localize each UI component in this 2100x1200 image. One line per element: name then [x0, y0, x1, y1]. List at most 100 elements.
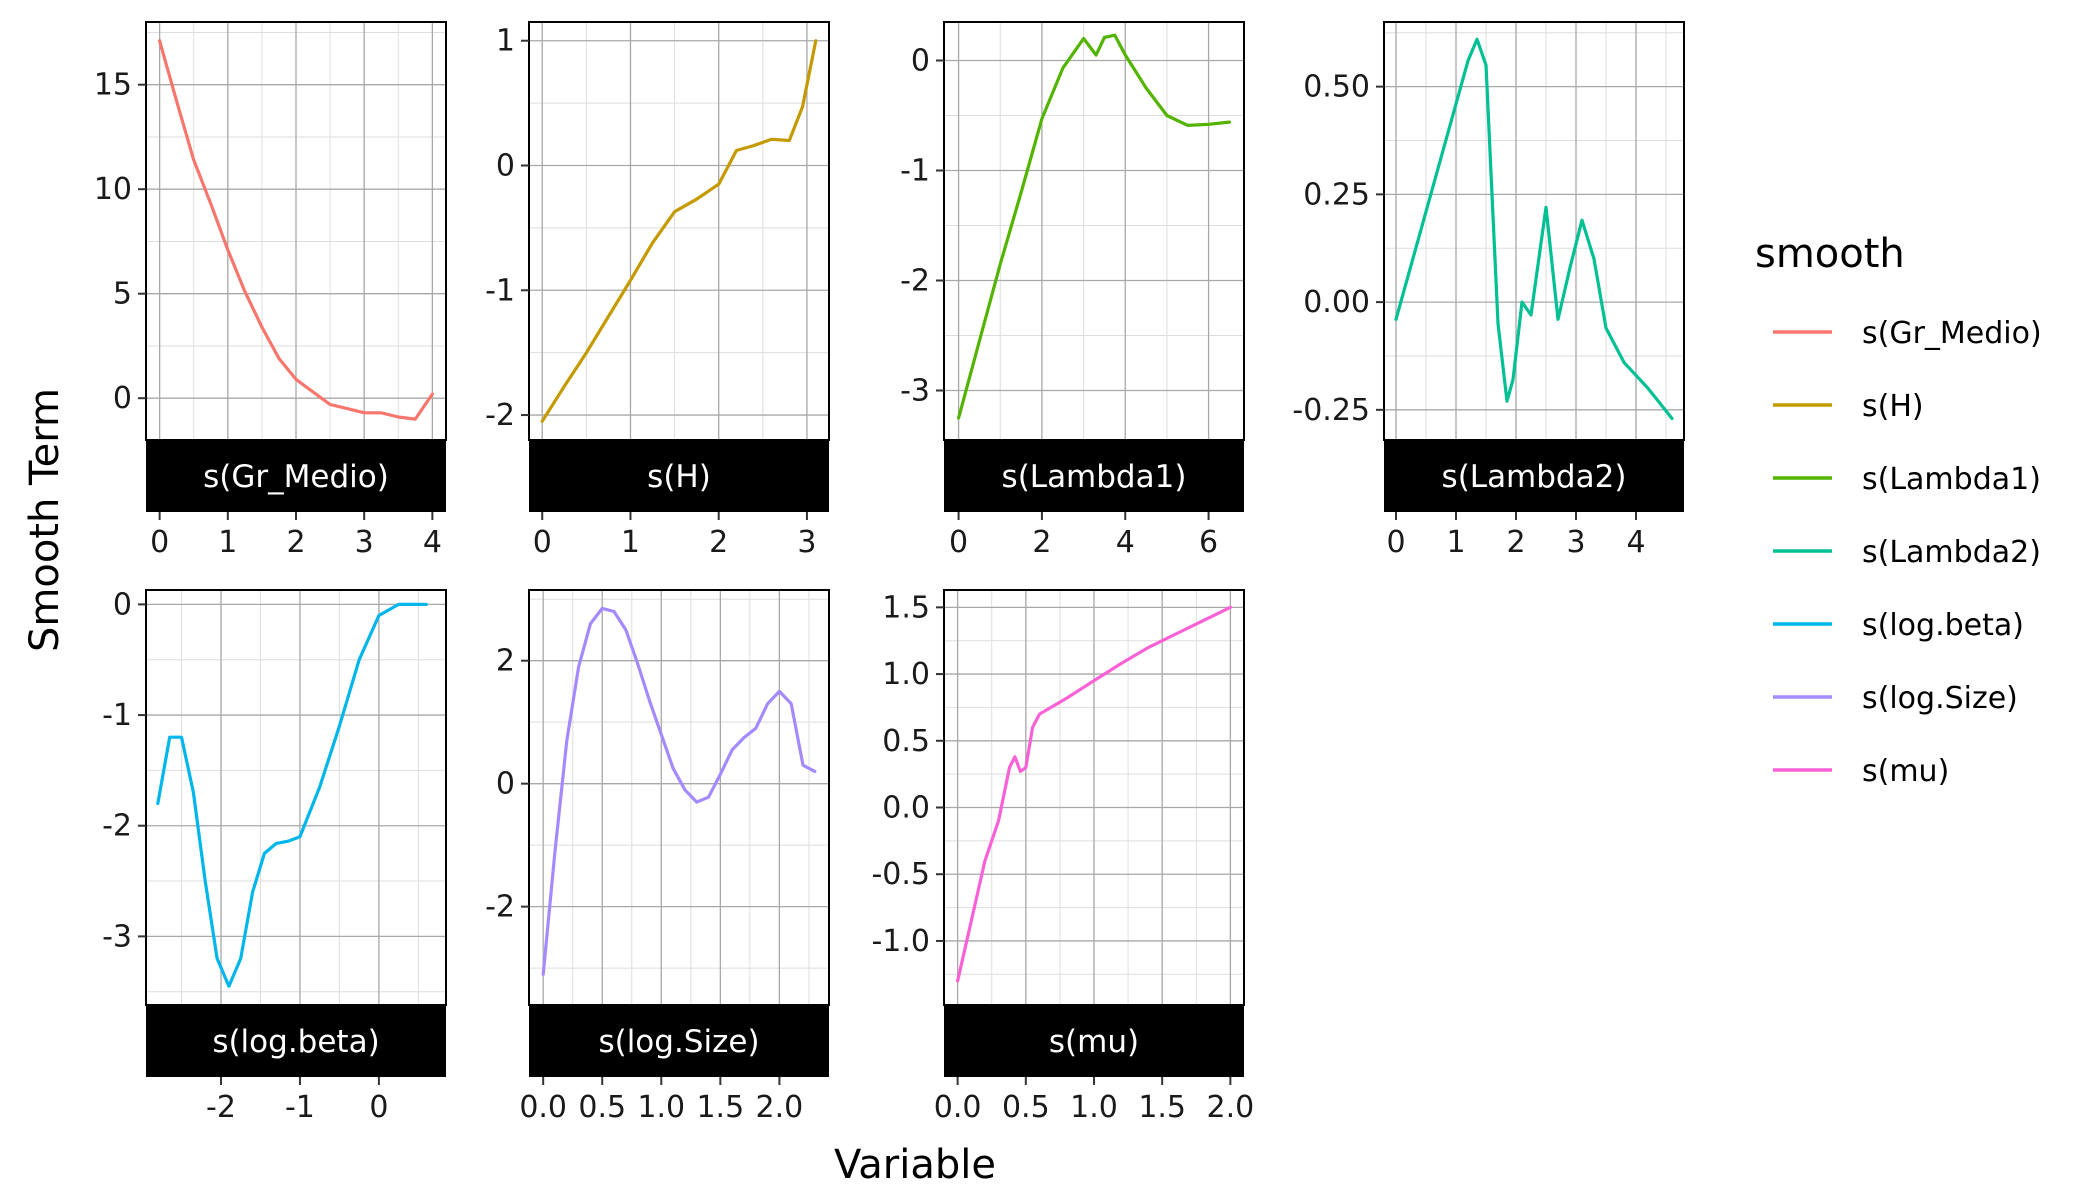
x-tick-label: 1.5 [1138, 1090, 1186, 1125]
x-tick-label: 1.5 [696, 1090, 744, 1125]
x-tick-label: 2 [1506, 525, 1525, 560]
legend-item-s-lambda2: s(Lambda2) [1773, 535, 2041, 570]
legend-label: s(Gr_Medio) [1862, 316, 2042, 351]
y-tick-label: -3 [900, 374, 930, 409]
y-tick-label: 0 [113, 587, 132, 622]
y-tick-label: -3 [102, 919, 132, 954]
panel-background [529, 590, 829, 1005]
y-tick-label: -1 [102, 698, 132, 733]
strip-label: s(Lambda2) [1442, 459, 1627, 495]
legend-item-s-log-beta: s(log.beta) [1773, 608, 2024, 643]
legend-item-s-lambda1: s(Lambda1) [1773, 462, 2041, 497]
strip-label: s(Gr_Medio) [203, 459, 389, 495]
legend-item-s-h: s(H) [1773, 389, 1924, 424]
strip-background [529, 1005, 829, 1077]
x-tick-label: 0.5 [578, 1090, 626, 1125]
strip-background [944, 440, 1244, 512]
panel-s-log-beta: s(log.beta) -2 -1 0 -3 -2 -1 0 [102, 587, 447, 1125]
x-tick-label: 4 [423, 525, 442, 560]
y-tick-label: 0 [911, 44, 930, 79]
panel-s-h: s(H) 0 1 2 3 -2 -1 0 1 [485, 21, 830, 560]
legend-label: s(Lambda1) [1862, 462, 2041, 497]
x-tick-label: 0 [369, 1090, 388, 1125]
x-axis-title: Variable [834, 1142, 996, 1188]
panel-s-log-size: s(log.Size) 0.0 0.5 1.0 1.5 2.0 -2 0 2 [485, 589, 830, 1125]
series-line-s-h [540, 39, 818, 423]
strip-background [1384, 440, 1684, 512]
x-tick-label: 0 [1386, 525, 1405, 560]
y-tick-label: 0.00 [1303, 285, 1370, 320]
legend-item-s-mu: s(mu) [1773, 754, 1949, 789]
strip-label: s(Lambda1) [1002, 459, 1187, 495]
legend: smooth s(Gr_Medio) s(H) s(Lambda1) s(Lambda… [1755, 231, 2042, 789]
y-tick-label: 1.0 [882, 657, 930, 692]
x-tick-label: 3 [797, 525, 816, 560]
x-tick-label: 2 [286, 525, 305, 560]
x-tick-label: 3 [355, 525, 374, 560]
y-tick-label: 0.5 [882, 724, 930, 759]
y-tick-label: 2 [496, 644, 515, 679]
series-line-s-log-beta [156, 602, 428, 988]
strip-label: s(log.Size) [598, 1024, 759, 1060]
y-tick-label: 0 [113, 381, 132, 416]
y-tick-label: -0.25 [1292, 393, 1370, 428]
strip-background [944, 1005, 1244, 1077]
x-tick-label: 1 [1446, 525, 1465, 560]
y-tick-label: 1.5 [882, 590, 930, 625]
x-tick-label: 1.0 [1070, 1090, 1118, 1125]
y-tick-label: 0.25 [1303, 177, 1370, 212]
x-tick-label: 2.0 [1207, 1090, 1255, 1125]
series-line-s-log-size [541, 606, 817, 976]
x-tick-label: 4 [1626, 525, 1645, 560]
panel-background [1384, 22, 1684, 440]
strip-label: s(log.beta) [212, 1024, 379, 1060]
x-tick-label: 1 [621, 525, 640, 560]
y-tick-label: -2 [485, 398, 515, 433]
y-tick-label: -1 [900, 154, 930, 189]
series-line-s-lambda1 [956, 33, 1232, 420]
y-axis-title: Smooth Term [22, 388, 68, 652]
x-tick-label: 0 [150, 525, 169, 560]
y-tick-label: -1 [485, 273, 515, 308]
y-tick-label: 5 [113, 277, 132, 312]
x-tick-label: 1.0 [637, 1090, 685, 1125]
x-tick-label: 3 [1566, 525, 1585, 560]
legend-title: smooth [1755, 231, 1905, 277]
x-tick-label: 0.0 [519, 1090, 567, 1125]
panel-background [944, 22, 1244, 440]
series-line-s-mu [955, 605, 1233, 983]
y-tick-label: -1.0 [871, 924, 930, 959]
legend-item-s-gr-medio: s(Gr_Medio) [1773, 316, 2042, 351]
strip-background [529, 440, 829, 512]
x-tick-label: 4 [1116, 525, 1135, 560]
panel-background [529, 22, 829, 440]
y-tick-label: -0.5 [871, 857, 930, 892]
legend-label: s(log.Size) [1862, 681, 2018, 716]
x-tick-label: -2 [206, 1090, 236, 1125]
y-tick-label: 0.0 [882, 791, 930, 826]
panel-s-mu: s(mu) 0.0 0.5 1.0 1.5 2.0 -1.0 -0.5 0.0 0.5 1.0 1.5 [871, 589, 1255, 1125]
legend-label: s(mu) [1862, 754, 1949, 789]
panel-s-lambda2: s(Lambda2) 0 1 2 3 4 -0.25 0.00 0.25 0.50 [1292, 21, 1685, 560]
y-tick-label: 0 [496, 767, 515, 802]
panel-s-gr-medio: s(Gr_Medio) 0 1 2 3 4 0 5 10 15 [94, 21, 447, 560]
legend-label: s(H) [1862, 389, 1924, 424]
series-line-s-gr-medio [158, 39, 434, 421]
x-tick-label: 0.5 [1002, 1090, 1050, 1125]
panel-s-lambda1: s(Lambda1) 0 2 4 6 -3 -2 -1 0 [900, 21, 1245, 560]
strip-label: s(H) [647, 459, 711, 495]
series-line-s-lambda2 [1394, 37, 1674, 421]
legend-label: s(log.beta) [1862, 608, 2024, 643]
y-tick-label: -2 [485, 890, 515, 925]
x-tick-label: 0 [949, 525, 968, 560]
legend-item-s-log-size: s(log.Size) [1773, 681, 2018, 716]
strip-label: s(mu) [1049, 1024, 1139, 1060]
x-tick-label: 2 [1032, 525, 1051, 560]
y-tick-label: 0.50 [1303, 70, 1370, 105]
x-tick-label: 2.0 [756, 1090, 804, 1125]
x-tick-label: -1 [285, 1090, 315, 1125]
y-tick-label: 10 [94, 172, 132, 207]
x-tick-label: 2 [709, 525, 728, 560]
